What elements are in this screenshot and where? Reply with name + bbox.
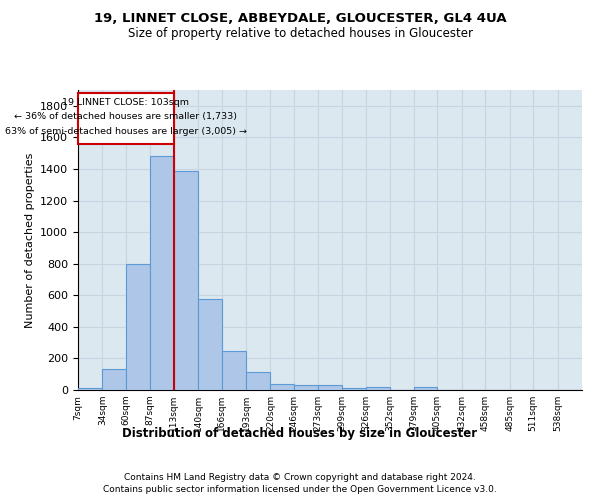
FancyBboxPatch shape	[78, 93, 174, 144]
Y-axis label: Number of detached properties: Number of detached properties	[25, 152, 35, 328]
Bar	[246, 372, 271, 390]
Bar	[366, 387, 389, 390]
Bar	[103, 370, 126, 390]
Bar	[150, 156, 174, 390]
Text: 63% of semi-detached houses are larger (3,005) →: 63% of semi-detached houses are larger (…	[5, 127, 247, 136]
Bar	[174, 172, 198, 390]
Text: Contains HM Land Registry data © Crown copyright and database right 2024.: Contains HM Land Registry data © Crown c…	[124, 472, 476, 482]
Text: Contains public sector information licensed under the Open Government Licence v3: Contains public sector information licen…	[103, 485, 497, 494]
Text: 19 LINNET CLOSE: 103sqm: 19 LINNET CLOSE: 103sqm	[62, 98, 190, 107]
Bar	[342, 388, 366, 390]
Text: 19, LINNET CLOSE, ABBEYDALE, GLOUCESTER, GL4 4UA: 19, LINNET CLOSE, ABBEYDALE, GLOUCESTER,…	[94, 12, 506, 26]
Bar	[414, 387, 437, 390]
Bar	[126, 264, 150, 390]
Bar	[271, 384, 294, 390]
Bar	[318, 386, 342, 390]
Bar	[221, 350, 246, 390]
Text: Size of property relative to detached houses in Gloucester: Size of property relative to detached ho…	[128, 28, 473, 40]
Bar	[78, 388, 103, 390]
Bar	[294, 386, 318, 390]
Text: Distribution of detached houses by size in Gloucester: Distribution of detached houses by size …	[122, 428, 478, 440]
Bar	[198, 299, 221, 390]
Text: ← 36% of detached houses are smaller (1,733): ← 36% of detached houses are smaller (1,…	[14, 112, 238, 120]
